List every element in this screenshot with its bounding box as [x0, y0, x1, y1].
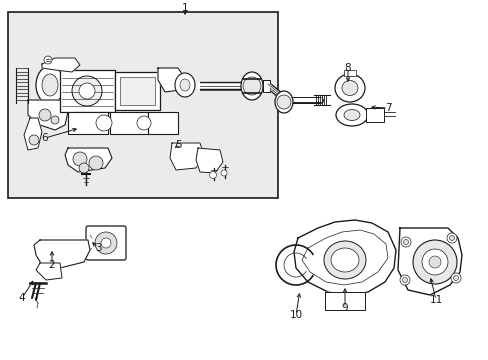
- Circle shape: [209, 171, 216, 179]
- Circle shape: [400, 237, 410, 247]
- Polygon shape: [28, 100, 68, 130]
- Circle shape: [79, 83, 95, 99]
- Polygon shape: [36, 263, 62, 280]
- Circle shape: [44, 56, 52, 64]
- Text: 8: 8: [344, 63, 350, 73]
- Circle shape: [450, 273, 460, 283]
- Bar: [148, 112, 178, 134]
- Ellipse shape: [274, 91, 292, 113]
- Circle shape: [276, 95, 290, 109]
- Polygon shape: [293, 220, 395, 296]
- Ellipse shape: [241, 72, 263, 100]
- Circle shape: [421, 249, 447, 275]
- Polygon shape: [170, 143, 203, 170]
- Circle shape: [89, 156, 103, 170]
- Circle shape: [95, 232, 117, 254]
- Text: 10: 10: [289, 310, 302, 320]
- Polygon shape: [158, 68, 184, 92]
- Ellipse shape: [334, 74, 364, 102]
- Polygon shape: [263, 80, 269, 92]
- Polygon shape: [24, 118, 42, 150]
- Circle shape: [412, 240, 456, 284]
- Polygon shape: [42, 58, 80, 72]
- Polygon shape: [34, 240, 90, 268]
- Text: 4: 4: [19, 293, 25, 303]
- Bar: [120, 77, 155, 105]
- Circle shape: [96, 115, 112, 131]
- Circle shape: [72, 76, 102, 106]
- Bar: [8, 12, 278, 198]
- Circle shape: [452, 275, 458, 280]
- Circle shape: [446, 233, 456, 243]
- Ellipse shape: [341, 81, 357, 95]
- Text: 3: 3: [95, 243, 101, 253]
- Bar: [343, 70, 355, 76]
- Ellipse shape: [42, 74, 58, 96]
- Circle shape: [137, 116, 151, 130]
- Circle shape: [39, 109, 51, 121]
- Ellipse shape: [36, 66, 64, 104]
- Circle shape: [73, 152, 87, 166]
- Ellipse shape: [335, 104, 367, 126]
- Bar: [60, 70, 115, 112]
- Text: 1: 1: [182, 3, 188, 13]
- Circle shape: [29, 135, 39, 145]
- Text: 2: 2: [49, 260, 55, 270]
- Circle shape: [221, 170, 226, 176]
- Text: 7: 7: [384, 103, 390, 113]
- Polygon shape: [397, 228, 461, 295]
- Text: 9: 9: [341, 303, 347, 313]
- Circle shape: [399, 275, 409, 285]
- FancyBboxPatch shape: [86, 226, 126, 260]
- Circle shape: [101, 238, 111, 248]
- Bar: [68, 112, 108, 134]
- Circle shape: [428, 256, 440, 268]
- Polygon shape: [196, 148, 223, 173]
- Ellipse shape: [343, 109, 359, 121]
- Text: 5: 5: [174, 140, 181, 150]
- Polygon shape: [65, 148, 112, 172]
- Ellipse shape: [330, 248, 358, 272]
- Circle shape: [243, 77, 261, 95]
- Circle shape: [448, 235, 453, 240]
- Circle shape: [402, 278, 407, 283]
- Circle shape: [79, 163, 89, 173]
- Text: 6: 6: [41, 133, 48, 143]
- Text: 11: 11: [428, 295, 442, 305]
- Bar: [115, 72, 160, 110]
- Circle shape: [51, 116, 59, 124]
- Circle shape: [403, 239, 407, 244]
- Bar: [365, 108, 383, 122]
- Bar: [110, 112, 148, 134]
- Ellipse shape: [324, 241, 365, 279]
- Ellipse shape: [180, 79, 190, 91]
- Polygon shape: [325, 292, 364, 310]
- Ellipse shape: [175, 73, 195, 97]
